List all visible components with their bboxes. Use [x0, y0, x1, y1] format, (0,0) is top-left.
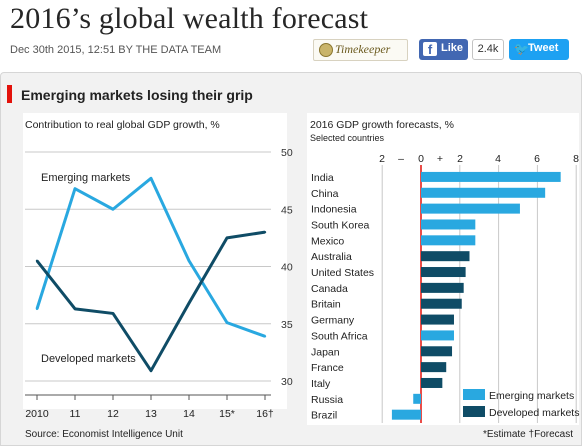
chart-figure: Emerging markets losing their grip Contr…: [0, 72, 582, 446]
bar-x-tick-label: +: [437, 153, 443, 165]
emerging-markets-line-point: [73, 187, 77, 190]
facebook-icon: f: [423, 42, 437, 57]
tweet-button[interactable]: 🐦 Tweet: [509, 39, 569, 60]
line-x-tick-label: 14: [183, 408, 195, 420]
bar-x-tick-label: 0: [418, 153, 424, 165]
bar-brazil: [391, 409, 421, 420]
series-label-emerging: Emerging markets: [41, 172, 131, 184]
bar-category-label: Indonesia: [311, 204, 357, 216]
line-y-tick-label: 40: [281, 262, 293, 274]
bar-france: [421, 362, 447, 373]
bar-category-label: South Korea: [311, 219, 370, 231]
emerging-markets-line-point: [111, 208, 115, 211]
bar-russia: [413, 393, 421, 404]
timekeeper-icon: [319, 43, 333, 57]
bar-chart-bars: India China Indonesia South Korea Mexico Aust…: [311, 171, 561, 422]
bar-category-label: Mexico: [311, 235, 344, 247]
line-x-tick-label: 15*: [219, 408, 235, 420]
line-chart-series: [35, 176, 267, 373]
bar-category-label: United States: [311, 267, 374, 279]
source-note: Source: Economist Intelligence Unit: [25, 429, 183, 440]
line-y-tick-label: 50: [281, 147, 293, 159]
line-x-tick-label: 11: [70, 408, 81, 420]
developed-markets-line-point: [225, 236, 229, 240]
emerging-markets-line-point: [149, 177, 153, 180]
bar-united-states: [421, 267, 466, 278]
developed-markets-line-point: [263, 230, 267, 234]
article-byline: Dec 30th 2015, 12:51 BY THE DATA TEAM: [10, 44, 222, 56]
developed-markets-line-point: [35, 259, 39, 262]
bar-category-label: Australia: [311, 251, 352, 263]
bar-category-label: South Africa: [311, 330, 368, 342]
bar-category-label: Italy: [311, 378, 331, 390]
line-chart-panel: [23, 113, 287, 409]
line-x-tick-label: 13: [145, 408, 157, 420]
line-x-tick-label: 2010: [25, 408, 49, 420]
footnote: *Estimate †Forecast: [483, 429, 573, 440]
bar-category-label: Russia: [311, 394, 343, 406]
legend-swatch: [463, 389, 485, 400]
bar-italy: [421, 377, 443, 388]
bar-chart-title: 2016 GDP growth forecasts, %: [310, 119, 454, 131]
facebook-like-button[interactable]: f Like: [419, 39, 468, 60]
bar-x-tick-label: 2: [379, 153, 385, 165]
bar-canada: [421, 282, 464, 293]
line-chart-title: Contribution to real global GDP growth, …: [25, 119, 220, 131]
emerging-markets-line-point: [263, 335, 267, 338]
developed-markets-line-point: [111, 312, 115, 315]
timekeeper-button[interactable]: Timekeeper: [313, 39, 408, 61]
legend-swatch: [463, 406, 485, 417]
legend-label: Developed markets: [489, 407, 579, 419]
bar-category-label: Germany: [311, 315, 355, 327]
bar-category-label: Japan: [311, 346, 340, 358]
chart-svg: Emerging markets losing their grip Contr…: [7, 85, 579, 440]
line-chart-x-ticks: 2010 11 12 13 14 15* 16†: [25, 395, 274, 420]
bar-x-tick-label: 2: [457, 153, 463, 165]
line-y-tick-label: 30: [281, 376, 293, 388]
line-x-tick-label: 12: [107, 408, 119, 420]
bar-category-label: France: [311, 362, 344, 374]
bar-japan: [421, 346, 453, 357]
timekeeper-label: Timekeeper: [335, 42, 391, 56]
bar-indonesia: [421, 203, 520, 214]
bar-germany: [421, 314, 454, 325]
bar-britain: [421, 298, 462, 309]
developed-markets-line-point: [187, 301, 191, 305]
legend-label: Emerging markets: [489, 390, 574, 402]
bar-south-africa: [421, 330, 454, 341]
emerging-markets-line-point: [187, 259, 191, 262]
bar-china: [421, 187, 546, 198]
bar-chart-subtitle: Selected countries: [310, 133, 385, 143]
bar-chart-legend: Emerging markets Developed markets: [463, 389, 579, 419]
developed-markets-line-point: [73, 307, 77, 311]
facebook-like-label: Like: [441, 42, 464, 54]
bar-category-label: Brazil: [311, 410, 337, 422]
line-y-tick-label: 35: [281, 319, 293, 331]
emerging-markets-line-point: [225, 321, 229, 324]
bar-category-label: China: [311, 188, 339, 200]
bar-mexico: [421, 235, 476, 246]
bar-south-korea: [421, 219, 476, 230]
line-x-tick-label: 16†: [256, 408, 274, 420]
twitter-bird-icon: 🐦: [514, 42, 529, 56]
series-label-developed: Developed markets: [41, 353, 136, 365]
bar-x-tick-label: –: [398, 153, 404, 165]
bar-australia: [421, 251, 470, 262]
line-y-tick-label: 45: [281, 204, 293, 216]
bar-category-label: Britain: [311, 299, 341, 311]
bar-x-tick-label: 6: [534, 153, 540, 165]
bar-x-tick-label: 4: [495, 153, 501, 165]
emerging-markets-line-point: [35, 307, 39, 311]
article-headline: 2016’s global wealth forecast: [10, 2, 369, 35]
bar-india: [421, 171, 561, 182]
figure-title: Emerging markets losing their grip: [21, 87, 253, 103]
bar-x-tick-label: 8: [573, 153, 579, 165]
tweet-label: Tweet: [528, 42, 559, 54]
red-accent-bar: [7, 85, 12, 103]
bar-category-label: India: [311, 172, 334, 184]
facebook-like-count: 2.4k: [472, 39, 504, 60]
bar-category-label: Canada: [311, 283, 348, 295]
developed-markets-line-point: [149, 369, 153, 372]
bar-chart-x-ticks: 2 – 0 +2 4 6 8: [379, 153, 579, 165]
